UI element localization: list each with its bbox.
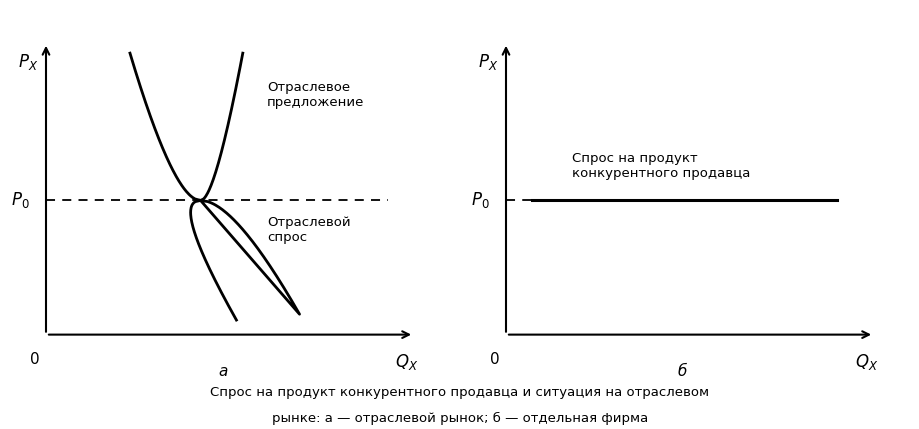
Text: $P_X$: $P_X$ (17, 51, 38, 72)
Text: рынке: а — отраслевой рынок; б — отдельная фирма: рынке: а — отраслевой рынок; б — отдельн… (272, 412, 647, 425)
Text: $P_0$: $P_0$ (11, 190, 29, 211)
Text: $P_X$: $P_X$ (477, 51, 497, 72)
Text: б: б (677, 364, 686, 379)
Text: Спрос на продукт
конкурентного продавца: Спрос на продукт конкурентного продавца (572, 152, 750, 180)
Text: a: a (218, 364, 227, 379)
Text: Спрос на продукт конкурентного продавца и ситуация на отраслевом: Спрос на продукт конкурентного продавца … (210, 386, 709, 399)
Text: $P_0$: $P_0$ (471, 190, 489, 211)
Text: Отраслевой
спрос: Отраслевой спрос (267, 216, 350, 244)
Text: 0: 0 (30, 352, 40, 367)
Text: Отраслевое
предложение: Отраслевое предложение (267, 82, 364, 109)
Text: $Q_X$: $Q_X$ (394, 352, 418, 372)
Text: 0: 0 (490, 352, 499, 367)
Text: $Q_X$: $Q_X$ (854, 352, 878, 372)
